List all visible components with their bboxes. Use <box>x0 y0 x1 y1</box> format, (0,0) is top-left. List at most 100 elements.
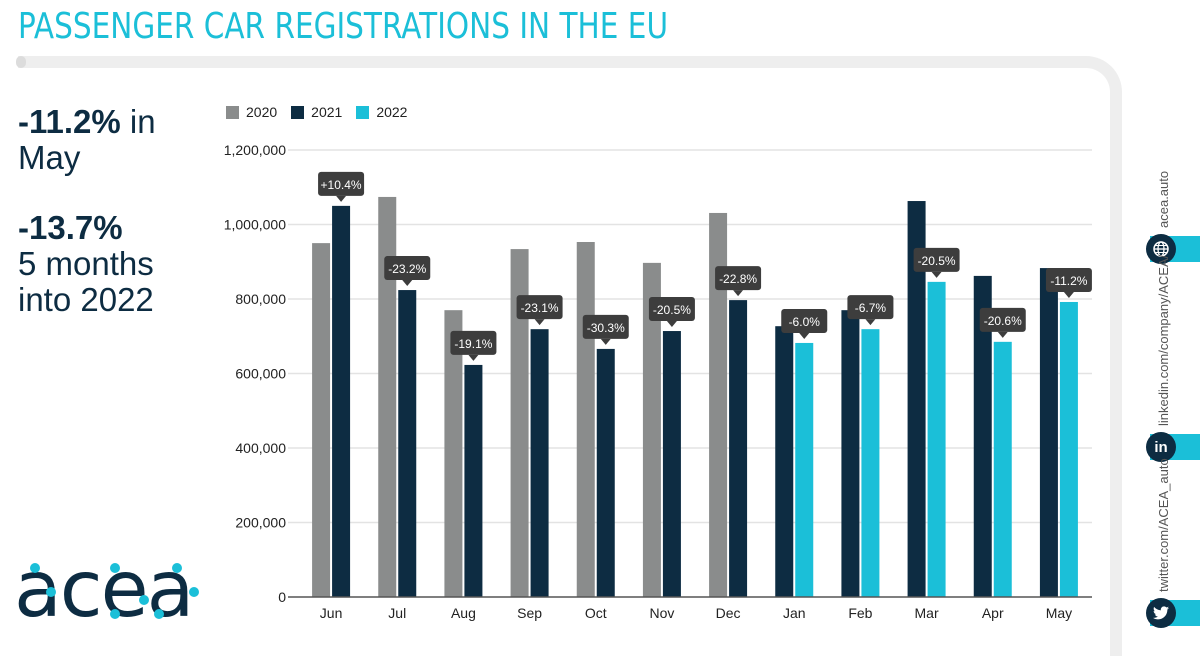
legend-item-2022[interactable]: 2022 <box>356 104 407 120</box>
change-label: -6.7% <box>855 301 887 315</box>
kpi-may-label2: May <box>18 139 81 176</box>
kpi-may: -11.2% in May <box>18 104 156 176</box>
change-label: -20.6% <box>984 314 1022 328</box>
bar-feb-2021 <box>841 310 860 597</box>
bar-jul-2021 <box>398 290 417 597</box>
bar-nov-2021 <box>662 331 681 597</box>
x-tick-label: Aug <box>451 605 476 621</box>
change-label-pointer <box>534 319 545 326</box>
social-link-web[interactable]: acea.auto <box>1156 170 1171 228</box>
bar-may-2021 <box>1039 268 1058 597</box>
y-tick-label: 200,000 <box>235 515 286 531</box>
kpi-ytd-value: -13.7% <box>18 209 123 246</box>
x-tick-label: Apr <box>982 605 1004 621</box>
kpi-ytd: -13.7% 5 months into 2022 <box>18 210 154 318</box>
change-label-pointer <box>336 195 347 202</box>
bar-jun-2021 <box>332 205 351 597</box>
change-label-bubble <box>1045 267 1092 292</box>
legend-swatch-2020 <box>226 105 239 119</box>
bar-feb-2022 <box>861 329 880 597</box>
change-label-pointer <box>402 280 413 287</box>
legend-swatch-2022 <box>356 105 370 119</box>
legend-item-2021[interactable]: 2021 <box>291 104 342 120</box>
change-label-bubble <box>913 247 960 272</box>
kpi-ytd-label: 5 months <box>18 245 154 282</box>
x-tick-label: Feb <box>848 605 872 621</box>
y-tick-label: 1,000,000 <box>224 217 286 233</box>
change-label-pointer <box>666 321 677 328</box>
change-label-bubble <box>582 314 629 339</box>
change-label-pointer <box>733 290 744 297</box>
bar-aug-2021 <box>464 364 483 597</box>
globe-icon[interactable] <box>1146 234 1176 264</box>
frame-decoration <box>16 56 26 68</box>
change-label-pointer <box>1063 291 1074 298</box>
content-frame <box>18 56 1122 656</box>
acea-logo: acea <box>14 556 199 628</box>
change-label: -6.0% <box>789 315 821 329</box>
change-label-pointer <box>865 319 876 326</box>
y-tick-label: 0 <box>278 589 286 605</box>
kpi-ytd-label2: into 2022 <box>18 281 154 318</box>
logo-dot <box>110 609 120 619</box>
legend-label-2021: 2021 <box>311 104 343 120</box>
x-tick-label: Jan <box>783 605 806 621</box>
kpi-may-value: -11.2% <box>18 103 121 140</box>
page-title: PASSENGER CAR REGISTRATIONS IN THE EU <box>18 6 669 47</box>
bar-apr-2021 <box>973 275 992 597</box>
bar-oct-2020 <box>576 242 595 597</box>
y-tick-label: 800,000 <box>235 291 286 307</box>
social-link-twitter[interactable]: twitter.com/ACEA_auto <box>1156 458 1171 592</box>
kpi-may-label: in <box>129 103 156 140</box>
bar-may-2022 <box>1059 301 1078 597</box>
legend-swatch-2021 <box>291 105 305 119</box>
chart-legend: 2020 2021 2022 <box>226 104 407 120</box>
change-label: -23.1% <box>521 301 559 315</box>
x-tick-label: Jul <box>388 605 406 621</box>
x-tick-label: Jun <box>320 605 343 621</box>
change-label: -20.5% <box>653 303 691 317</box>
change-label-bubble <box>450 330 497 355</box>
twitter-icon[interactable] <box>1146 598 1176 628</box>
change-label-pointer <box>468 354 479 361</box>
change-label-bubble <box>781 308 828 333</box>
bar-chart: 0 200,000 400,000 600,000 800,000 1,000,000 1,… <box>224 142 1092 621</box>
change-label: -22.8% <box>719 272 757 286</box>
bar-jun-2020 <box>312 243 331 597</box>
change-label: -20.5% <box>918 254 956 268</box>
bar-dec-2020 <box>709 212 728 597</box>
legend-label-2022: 2022 <box>376 104 408 120</box>
y-tick-label: 1,200,000 <box>224 142 286 158</box>
change-label-pointer <box>931 271 942 278</box>
change-label-bubble <box>516 295 563 320</box>
logo-dot <box>139 595 149 605</box>
x-tick-label: May <box>1046 605 1072 621</box>
y-tick-label: 600,000 <box>235 366 286 382</box>
change-label-pointer <box>799 332 810 339</box>
legend-label-2020: 2020 <box>246 104 278 120</box>
logo-text: acea <box>14 556 192 628</box>
social-link-linkedin[interactable]: linkedin.com/company/ACEA/ <box>1156 254 1171 426</box>
bar-jan-2022 <box>795 342 814 597</box>
x-tick-label: Nov <box>649 605 674 621</box>
bar-aug-2020 <box>444 310 463 597</box>
linkedin-icon[interactable]: in <box>1146 432 1176 462</box>
change-label: +10.4% <box>321 178 362 192</box>
change-label: -23.2% <box>388 262 426 276</box>
change-label-pointer <box>600 338 611 345</box>
bar-jul-2020 <box>378 196 397 597</box>
bar-oct-2021 <box>596 348 615 597</box>
logo-dot <box>46 587 56 597</box>
change-label: -30.3% <box>587 321 625 335</box>
change-label-bubble <box>979 307 1026 332</box>
legend-item-2020[interactable]: 2020 <box>226 104 277 120</box>
logo-dot <box>189 587 199 597</box>
x-tick-label: Oct <box>585 605 607 621</box>
bar-mar-2022 <box>927 281 946 597</box>
x-tick-label: Dec <box>716 605 741 621</box>
bar-apr-2022 <box>993 341 1012 597</box>
change-label-bubble <box>318 171 365 196</box>
logo-dot <box>110 563 120 573</box>
logo-dot <box>30 563 40 573</box>
bar-dec-2021 <box>729 300 748 597</box>
